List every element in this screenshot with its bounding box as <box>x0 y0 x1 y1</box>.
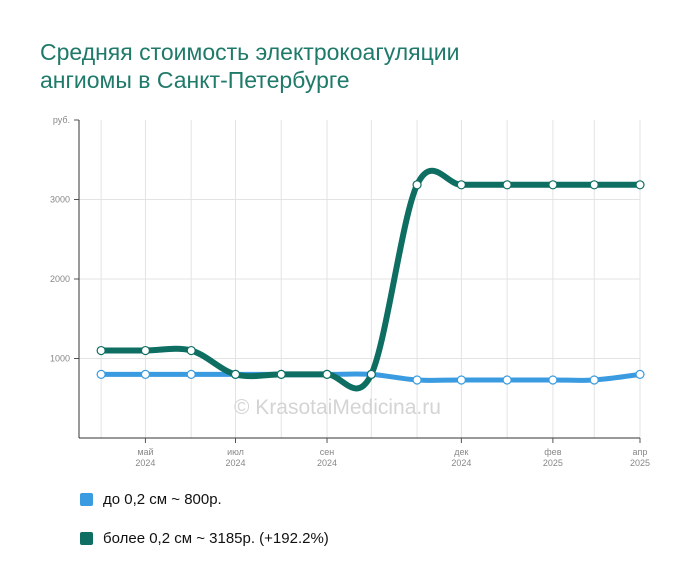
chart-title: Средняя стоимость электрокоагуляции анги… <box>40 38 660 94</box>
data-point-small <box>635 369 645 379</box>
y-tick-label: 3000 <box>50 195 70 205</box>
x-tick-label-year: 2024 <box>225 458 245 468</box>
data-point-large <box>635 180 645 190</box>
x-tick-label-month: апр <box>633 447 648 457</box>
legend-swatch-small <box>80 492 93 506</box>
data-point-large <box>366 369 376 379</box>
x-tick-label-year: 2025 <box>543 458 563 468</box>
data-point-large <box>502 180 512 190</box>
axes: 100020003000руб.май2024июл2024сен2024дек… <box>50 115 650 468</box>
line-chart: 100020003000руб.май2024июл2024сен2024дек… <box>50 115 650 468</box>
y-axis-unit-label: руб. <box>53 115 70 125</box>
data-point-large <box>412 180 422 190</box>
x-tick-label-month: июл <box>227 447 244 457</box>
data-point-large <box>589 180 599 190</box>
y-tick-label: 2000 <box>50 274 70 284</box>
x-tick-label-year: 2024 <box>451 458 471 468</box>
data-point-large <box>322 369 332 379</box>
data-point-small <box>412 375 422 385</box>
x-tick-label-year: 2025 <box>630 458 650 468</box>
data-point-small <box>96 369 106 379</box>
data-points <box>96 180 645 385</box>
data-point-large <box>230 369 241 379</box>
legend-label-small: до 0,2 см ~ 800р. <box>103 490 222 508</box>
data-point-small <box>548 375 558 385</box>
series <box>98 167 643 392</box>
legend-swatch-large <box>80 531 93 545</box>
data-point-large <box>456 180 466 190</box>
watermark: © KrasotaiMedicina.ru <box>234 396 441 419</box>
x-tick-label-month: фев <box>544 447 561 457</box>
legend-item-small[interactable]: до 0,2 см ~ 800р. <box>80 488 329 510</box>
x-tick-label-year: 2024 <box>317 458 337 468</box>
data-point-large <box>140 345 151 356</box>
data-point-large <box>96 345 106 356</box>
x-tick-label-month: май <box>137 447 153 457</box>
series-line-large <box>98 167 643 392</box>
data-point-large <box>276 369 286 379</box>
chart-title-line-2: ангиомы в Санкт-Петербурге <box>40 67 350 93</box>
data-point-small <box>186 369 196 379</box>
chart-title-line-1: Средняя стоимость электрокоагуляции <box>40 39 460 65</box>
data-point-large <box>186 345 196 356</box>
y-tick-label: 1000 <box>50 354 70 364</box>
x-tick-label-month: дек <box>454 447 468 457</box>
data-point-large <box>548 180 558 190</box>
data-point-small <box>502 375 512 385</box>
data-point-small <box>456 375 466 385</box>
grid <box>79 120 641 438</box>
data-point-small <box>140 369 151 379</box>
legend: до 0,2 см ~ 800р. более 0,2 см ~ 3185р. … <box>80 488 329 566</box>
data-point-small <box>589 375 599 385</box>
x-tick-label-month: сен <box>320 447 335 457</box>
x-tick-label-year: 2024 <box>135 458 155 468</box>
legend-label-large: более 0,2 см ~ 3185р. (+192.2%) <box>103 529 329 547</box>
legend-item-large[interactable]: более 0,2 см ~ 3185р. (+192.2%) <box>80 527 329 549</box>
